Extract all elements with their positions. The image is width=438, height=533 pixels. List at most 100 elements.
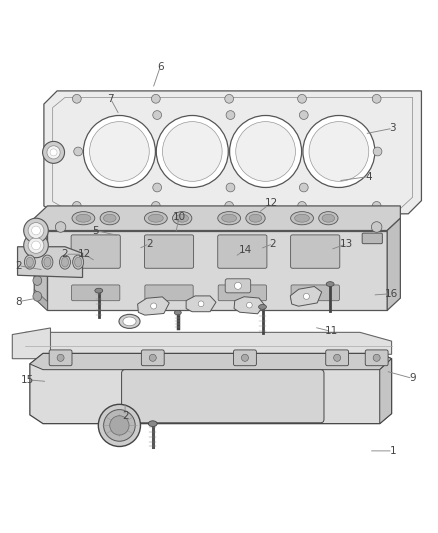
Circle shape: [89, 122, 149, 181]
Text: 8: 8: [15, 297, 22, 306]
Ellipse shape: [290, 212, 313, 225]
Text: 5: 5: [92, 225, 99, 236]
Circle shape: [234, 282, 241, 289]
Ellipse shape: [321, 214, 334, 222]
Text: 11: 11: [324, 327, 337, 336]
Ellipse shape: [60, 255, 70, 269]
Circle shape: [198, 301, 203, 306]
FancyBboxPatch shape: [325, 350, 348, 366]
Ellipse shape: [72, 255, 83, 269]
Text: 12: 12: [264, 198, 277, 208]
Circle shape: [303, 293, 309, 300]
Circle shape: [297, 201, 306, 211]
Circle shape: [162, 122, 222, 181]
Circle shape: [151, 201, 160, 211]
FancyBboxPatch shape: [49, 350, 72, 366]
Circle shape: [333, 354, 340, 361]
Circle shape: [226, 111, 234, 119]
FancyBboxPatch shape: [71, 285, 120, 301]
Ellipse shape: [103, 214, 116, 222]
Polygon shape: [386, 218, 399, 310]
Ellipse shape: [72, 212, 95, 225]
Circle shape: [152, 111, 161, 119]
Text: 14: 14: [238, 245, 251, 255]
Polygon shape: [30, 353, 391, 370]
Ellipse shape: [74, 257, 81, 267]
FancyBboxPatch shape: [218, 285, 266, 301]
Circle shape: [103, 410, 135, 441]
Circle shape: [55, 222, 66, 232]
Ellipse shape: [44, 257, 51, 267]
Polygon shape: [34, 289, 47, 310]
Ellipse shape: [258, 304, 266, 309]
Circle shape: [151, 94, 160, 103]
Polygon shape: [12, 328, 50, 359]
Circle shape: [229, 116, 301, 188]
Ellipse shape: [119, 314, 140, 328]
Polygon shape: [30, 353, 391, 424]
FancyBboxPatch shape: [225, 279, 250, 293]
Ellipse shape: [294, 214, 309, 222]
Circle shape: [371, 222, 381, 232]
Text: 16: 16: [384, 289, 397, 298]
Polygon shape: [186, 296, 215, 312]
Ellipse shape: [217, 212, 240, 225]
Ellipse shape: [33, 292, 42, 301]
Ellipse shape: [144, 212, 167, 225]
Ellipse shape: [221, 214, 236, 222]
FancyBboxPatch shape: [364, 350, 387, 366]
Ellipse shape: [148, 214, 163, 222]
Ellipse shape: [123, 317, 136, 326]
Circle shape: [149, 354, 156, 361]
Circle shape: [224, 94, 233, 103]
Ellipse shape: [318, 212, 337, 225]
Circle shape: [246, 302, 251, 308]
Polygon shape: [233, 297, 264, 314]
Ellipse shape: [33, 276, 42, 285]
Polygon shape: [290, 287, 321, 306]
FancyBboxPatch shape: [233, 350, 256, 366]
Ellipse shape: [245, 212, 265, 225]
Circle shape: [42, 141, 64, 163]
Ellipse shape: [25, 255, 35, 269]
Ellipse shape: [325, 281, 333, 286]
Polygon shape: [44, 91, 420, 214]
Circle shape: [72, 201, 81, 211]
Circle shape: [74, 147, 82, 156]
Text: 13: 13: [339, 239, 353, 249]
Polygon shape: [34, 218, 47, 310]
Ellipse shape: [76, 214, 91, 222]
Ellipse shape: [148, 421, 157, 426]
Text: 6: 6: [156, 62, 163, 72]
Circle shape: [224, 201, 233, 211]
Circle shape: [98, 405, 140, 447]
Ellipse shape: [33, 228, 42, 237]
Ellipse shape: [100, 212, 119, 225]
Text: 10: 10: [172, 212, 185, 222]
FancyBboxPatch shape: [145, 285, 193, 301]
Polygon shape: [47, 230, 386, 310]
Polygon shape: [137, 297, 169, 315]
Circle shape: [372, 354, 379, 361]
Circle shape: [156, 116, 228, 188]
Circle shape: [50, 149, 57, 156]
Circle shape: [297, 94, 306, 103]
Text: 2: 2: [15, 261, 22, 271]
FancyBboxPatch shape: [71, 235, 120, 268]
Circle shape: [72, 94, 81, 103]
FancyBboxPatch shape: [290, 235, 339, 268]
Circle shape: [302, 116, 374, 188]
Text: 7: 7: [107, 94, 114, 104]
Circle shape: [371, 94, 380, 103]
Circle shape: [32, 226, 40, 235]
Circle shape: [47, 146, 60, 159]
Text: 1: 1: [389, 446, 396, 456]
Circle shape: [110, 416, 129, 435]
Circle shape: [226, 183, 234, 192]
Circle shape: [152, 183, 161, 192]
Text: 9: 9: [408, 374, 415, 383]
Ellipse shape: [26, 257, 33, 267]
Ellipse shape: [249, 214, 261, 222]
Ellipse shape: [95, 288, 102, 293]
Ellipse shape: [176, 214, 188, 222]
